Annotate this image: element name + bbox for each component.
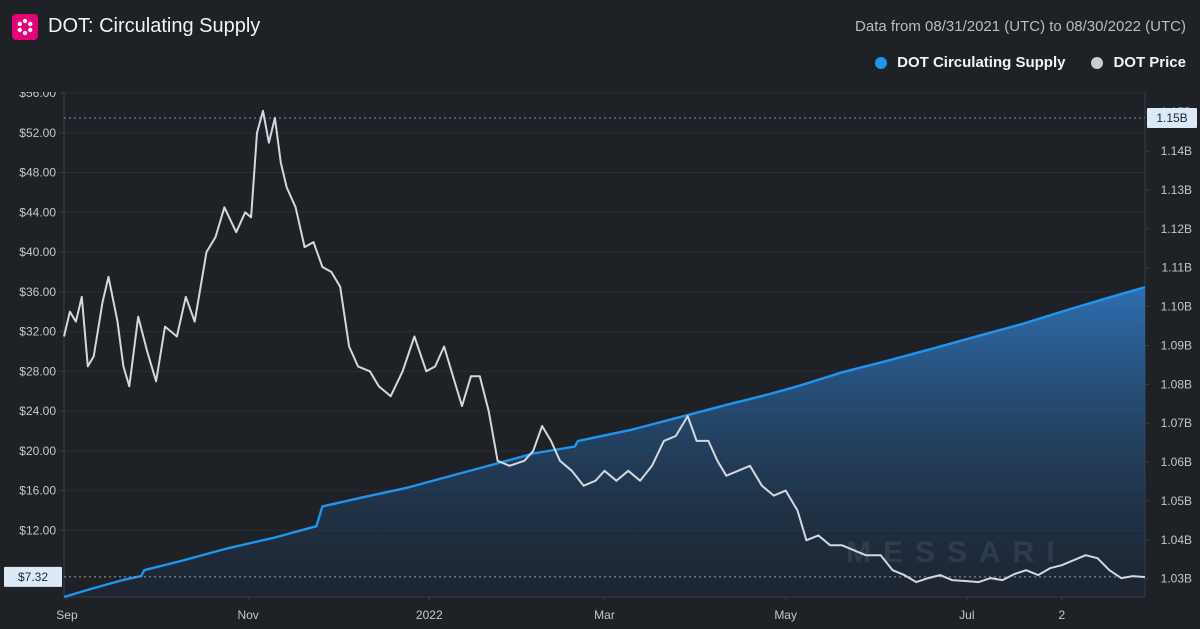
x-tick-label: Sep [56,608,78,622]
y-left-tick-label: $56.00 [19,92,56,100]
y-right-tick-label: 1.03B [1161,572,1192,586]
x-tick-label: Jul [959,608,974,622]
y-right-tick-label: 1.06B [1161,455,1192,469]
supply-line [63,286,1146,599]
y-left-tick-label: $48.00 [19,166,56,180]
y-right-tick-label: 1.12B [1161,222,1192,236]
legend-dot-price-icon [1091,56,1104,69]
y-right-tick-label: 1.13B [1161,183,1192,197]
chart-area[interactable]: MESSARI$56.00$52.00$48.00$44.00$40.00$36… [0,92,1200,629]
y-left-tick-label: $16.00 [19,484,56,498]
y-left-tick-label: $28.00 [19,364,56,378]
x-tick-label: 2 [1059,608,1066,622]
legend-label-supply: DOT Circulating Supply [897,54,1066,71]
y-left-tick-label: $44.00 [19,205,56,219]
y-left-tick-label: $20.00 [19,444,56,458]
y-right-tick-label: 1.04B [1161,533,1192,547]
legend-label-price: DOT Price [1113,54,1186,71]
y-right-tick-label: 1.07B [1161,416,1192,430]
y-right-tick-label: 1.08B [1161,377,1192,391]
y-left-tick-label: $36.00 [19,285,56,299]
supply-current-label: 1.15B [1156,111,1187,125]
price-current-label: $7.32 [18,570,48,584]
y-left-tick-label: $24.00 [19,404,56,418]
supply-current-badge [1147,108,1197,129]
y-left-tick-label: $40.00 [19,245,56,259]
x-tick-label: 2022 [416,608,443,622]
x-tick-label: Mar [594,608,615,622]
y-left-tick-label: $12.00 [19,523,56,537]
y-right-tick-label: 1.10B [1161,300,1192,314]
y-left-tick-label: $32.00 [19,325,56,339]
legend-item-supply[interactable]: DOT Circulating Supply [875,54,1065,71]
y-left-tick-label: $52.00 [19,126,56,140]
y-right-tick-label: 1.11B [1162,261,1192,275]
price-current-badge [4,566,62,587]
x-tick-label: Nov [237,608,258,622]
price-line [63,109,1146,584]
y-right-tick-label: 1.14B [1161,144,1192,158]
y-right-tick-label: 1.09B [1161,338,1192,352]
x-tick-label: May [774,608,797,622]
chart-header: DOT: Circulating Supply Data from 08/31/… [0,0,1200,92]
legend-dot-supply-icon [875,56,888,69]
date-range-text: Data from 08/31/2021 (UTC) to 08/30/2022… [855,18,1186,35]
y-right-tick-label: 1.05B [1161,494,1192,508]
chart-title: DOT: Circulating Supply [48,15,261,37]
chart-legend: DOT Circulating Supply DOT Price [875,54,1186,71]
polkadot-logo-icon [12,14,38,40]
legend-item-price[interactable]: DOT Price [1091,54,1186,71]
